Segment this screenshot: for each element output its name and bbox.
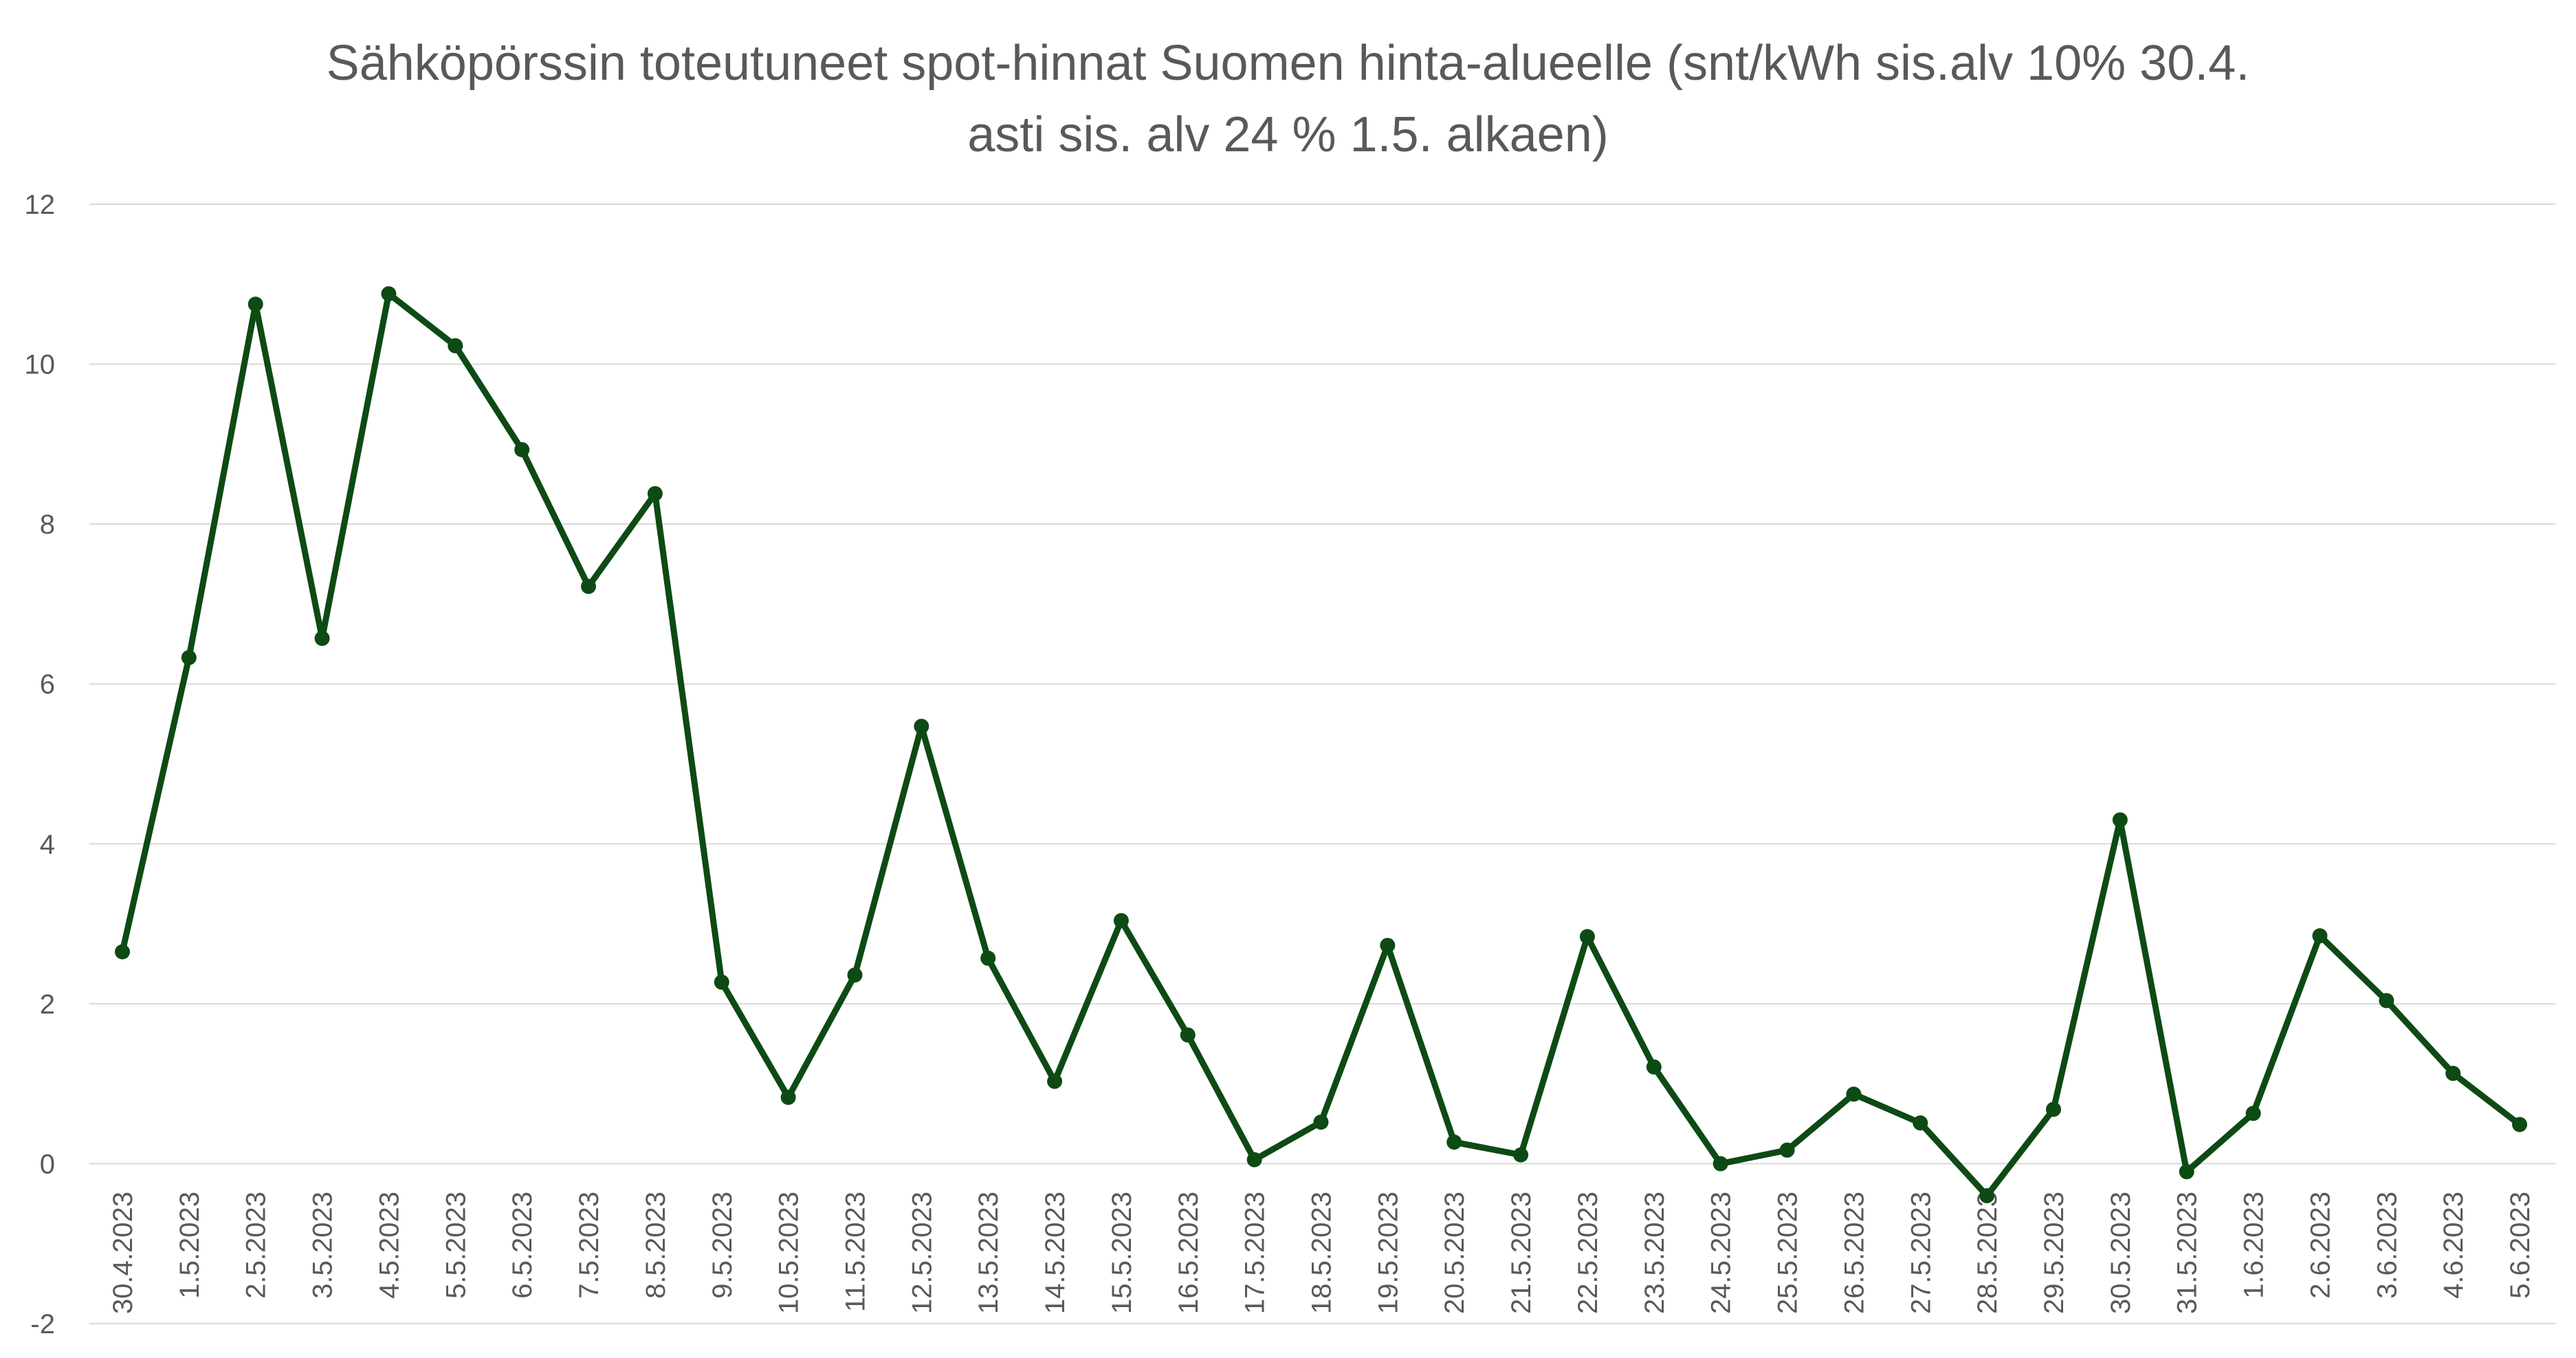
y-tick-label: 8 [40,510,55,540]
y-tick-label: -2 [30,1309,55,1339]
gridlines [89,204,2556,1324]
data-point [1246,1152,1262,1168]
data-point [1846,1086,1862,1102]
data-point [1446,1135,1462,1150]
data-point [2312,928,2328,944]
x-tick-label: 9.5.2023 [707,1192,738,1299]
x-tick-label: 13.5.2023 [973,1192,1004,1314]
data-point [1113,912,1129,928]
x-tick-label: 24.5.2023 [1706,1192,1737,1314]
series-line [119,290,2523,1199]
x-tick-label: 6.5.2023 [507,1192,538,1299]
data-point [381,286,397,302]
x-tick-label: 2.6.2023 [2305,1192,2335,1299]
x-tick-label: 23.5.2023 [1640,1192,1670,1314]
data-point [514,441,530,457]
series-layer [115,286,2527,1203]
data-point [847,967,863,983]
x-tick-label: 29.5.2023 [2039,1192,2069,1314]
y-tick-label: 6 [40,670,55,700]
data-point [1979,1187,1995,1203]
x-tick-label: 8.5.2023 [641,1192,671,1299]
data-point [1713,1156,1728,1172]
x-tick-label: 5.6.2023 [2505,1192,2535,1299]
x-tick-label: 1.5.2023 [175,1192,205,1299]
data-point [1380,937,1396,953]
x-tick-label: 14.5.2023 [1040,1192,1070,1314]
y-tick-label: 12 [25,190,56,220]
x-tick-label: 22.5.2023 [1573,1192,1603,1314]
x-tick-label: 31.5.2023 [2172,1192,2203,1314]
x-tick-label: 30.4.2023 [108,1192,138,1314]
x-tick-label: 27.5.2023 [1906,1192,1936,1314]
x-tick-label: 18.5.2023 [1307,1192,1337,1314]
data-point [2045,1102,2061,1117]
data-point [448,338,463,353]
x-axis-tick-labels: 30.4.2023 1.5.2023 2.5.2023 3.5.2023 4.5.202… [108,1192,2535,1314]
chart-title-line-2: asti sis. alv 24 % 1.5. alkaen) [967,107,1609,162]
x-tick-label: 15.5.2023 [1107,1192,1137,1314]
data-point [1646,1059,1662,1075]
x-tick-label: 20.5.2023 [1440,1192,1470,1314]
x-tick-label: 12.5.2023 [907,1192,937,1314]
data-point [1047,1073,1063,1089]
data-point [780,1089,796,1105]
data-point [181,650,197,666]
data-point [2379,993,2395,1009]
x-tick-label: 10.5.2023 [774,1192,804,1314]
x-tick-label: 25.5.2023 [1773,1192,1803,1314]
x-tick-label: 21.5.2023 [1506,1192,1537,1314]
data-point [247,296,263,312]
data-point [2112,812,2128,828]
chart-title-line-1: Sähköpörssin toteutuneet spot-hinnat Suo… [326,36,2250,91]
x-tick-label: 16.5.2023 [1174,1192,1204,1314]
x-tick-label: 7.5.2023 [574,1192,604,1299]
x-tick-label: 5.5.2023 [441,1192,471,1299]
data-point [115,944,130,960]
y-tick-label: 0 [40,1149,55,1179]
chart-title: Sähköpörssin toteutuneet spot-hinnat Suo… [0,28,2576,171]
x-tick-label: 1.6.2023 [2239,1192,2269,1299]
data-point [914,719,929,734]
y-tick-label: 2 [40,989,55,1020]
data-point [1313,1114,1329,1130]
x-tick-label: 26.5.2023 [1839,1192,1869,1314]
data-point [1579,929,1595,945]
x-tick-label: 17.5.2023 [1240,1192,1270,1314]
x-tick-label: 11.5.2023 [840,1192,870,1312]
data-point [1779,1142,1795,1158]
y-tick-label: 10 [25,350,56,380]
x-tick-label: 4.6.2023 [2439,1192,2469,1299]
data-point [647,485,663,501]
x-tick-label: 28.5.2023 [1972,1192,2003,1314]
data-point [980,950,996,966]
data-point [714,974,729,990]
x-tick-label: 4.5.2023 [374,1192,404,1299]
data-point [2179,1164,2194,1180]
x-tick-label: 19.5.2023 [1373,1192,1403,1314]
x-tick-label: 2.5.2023 [241,1192,272,1299]
x-tick-label: 3.5.2023 [308,1192,338,1299]
data-point [581,578,597,594]
data-point [2512,1117,2527,1132]
x-tick-label: 3.6.2023 [2372,1192,2402,1299]
data-point [1513,1147,1529,1163]
y-tick-label: 4 [40,829,55,859]
data-point [2445,1066,2461,1082]
y-axis-tick-labels: -2 0 2 4 6 8 10 12 [25,190,56,1339]
data-point [1180,1027,1196,1043]
data-point [2245,1106,2261,1121]
data-point [314,631,330,646]
data-point [1913,1115,1928,1131]
x-tick-label: 30.5.2023 [2106,1192,2136,1314]
